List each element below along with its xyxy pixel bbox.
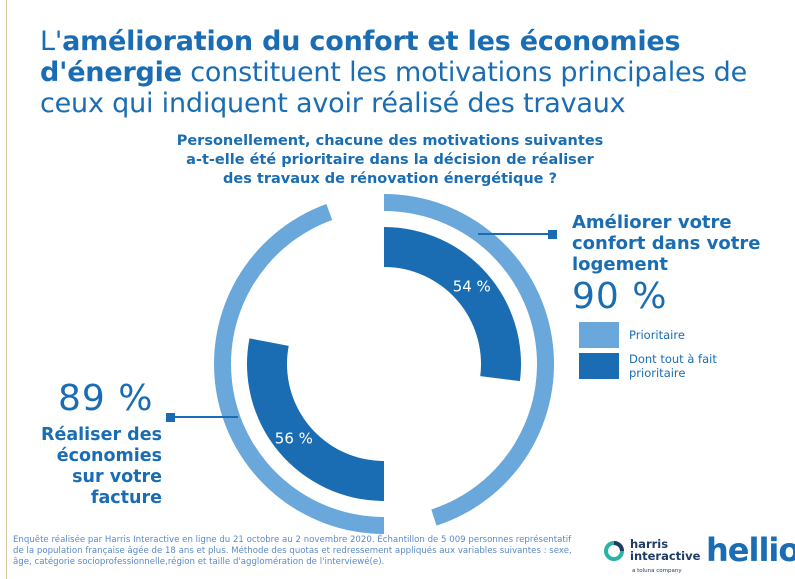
value-economies: 89 % [58,378,154,419]
legend-item-tout-a-fait: Dont tout à fait prioritaire [579,352,759,380]
label-economies: Réaliser des économies sur votre facture [41,425,162,508]
title-part1: L' [40,26,63,57]
connector-marker-confort [548,230,557,239]
methodology-footnote: Enquête réalisée par Harris Interactive … [13,535,572,567]
page-title: L'amélioration du confort et les économi… [40,26,780,119]
value-confort: 90 % [572,276,668,317]
inner-arc-economies [246,338,384,501]
title-bold-part: amélioration du confort et les économies… [40,26,681,88]
harris-interactive-logo: harris interactive a toluna company [603,537,703,577]
chart-legend: Prioritaire Dont tout à fait prioritaire [579,322,759,384]
outer-arc-economies [214,204,384,534]
label-confort: Améliorer votre confort dans votre logem… [572,212,761,275]
harris-tagline: a toluna company [632,568,682,574]
harris-line1: harris [630,537,669,551]
legend-label-tout-a-fait: Dont tout à fait prioritaire [629,352,717,380]
inner-label-economies: 56 % [275,430,313,448]
harris-ring-icon [604,541,624,561]
title-part3: constituent les motivations principales … [40,57,748,119]
legend-label-prioritaire: Prioritaire [629,328,685,342]
left-border-rule [6,0,7,579]
hellio-logo: hellio [706,531,795,569]
survey-question: Personellement, chacune des motivations … [176,133,604,187]
inner-arc-confort [384,227,521,382]
outer-arc-confort [384,194,555,526]
inner-label-confort: 54 % [453,278,491,296]
legend-swatch-light [579,322,619,348]
harris-wordmark: harris interactive [630,538,700,562]
connector-marker-economies [166,413,175,422]
harris-line2: interactive [630,549,701,563]
legend-swatch-dark [579,353,619,379]
legend-item-prioritaire: Prioritaire [579,322,759,348]
